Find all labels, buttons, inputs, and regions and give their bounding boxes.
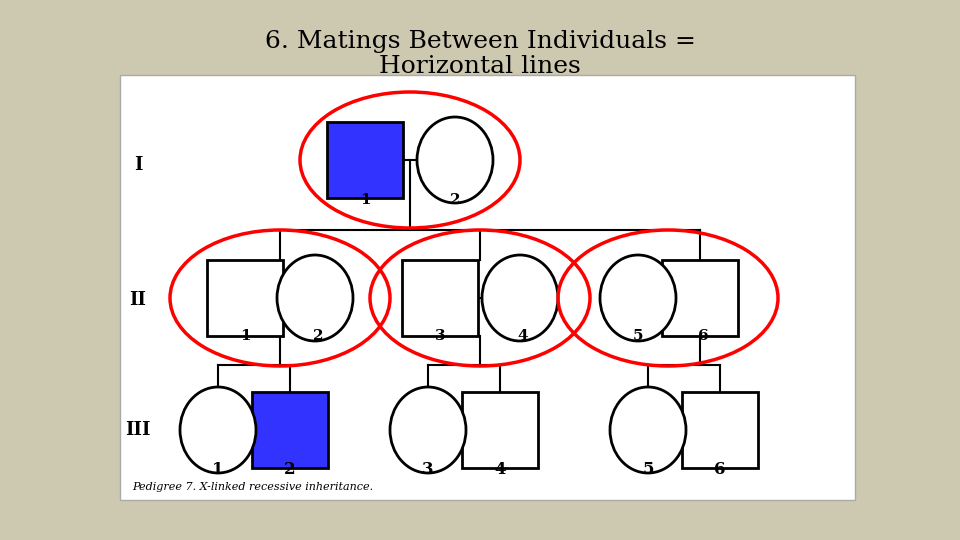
Bar bbox=[662, 260, 738, 336]
Bar bbox=[327, 122, 403, 198]
Text: I: I bbox=[133, 156, 142, 174]
Ellipse shape bbox=[390, 387, 466, 473]
Text: 4: 4 bbox=[517, 329, 528, 343]
Text: 2: 2 bbox=[284, 462, 296, 478]
Text: 5: 5 bbox=[633, 329, 643, 343]
Text: 5: 5 bbox=[642, 462, 654, 478]
Bar bbox=[252, 392, 328, 468]
Text: 3: 3 bbox=[422, 462, 434, 478]
Text: III: III bbox=[125, 421, 151, 439]
Ellipse shape bbox=[277, 255, 353, 341]
Bar bbox=[207, 260, 283, 336]
Text: 1: 1 bbox=[240, 329, 251, 343]
Text: Pedigree 7. X-linked recessive inheritance.: Pedigree 7. X-linked recessive inheritan… bbox=[132, 482, 373, 492]
Text: 2: 2 bbox=[449, 193, 460, 207]
Text: 6: 6 bbox=[714, 462, 726, 478]
Bar bbox=[682, 392, 758, 468]
Ellipse shape bbox=[180, 387, 256, 473]
Bar bbox=[462, 392, 538, 468]
Bar bbox=[402, 260, 478, 336]
Text: II: II bbox=[130, 291, 147, 309]
Bar bbox=[120, 75, 855, 500]
Ellipse shape bbox=[417, 117, 493, 203]
Text: 2: 2 bbox=[313, 329, 324, 343]
Ellipse shape bbox=[610, 387, 686, 473]
Text: 4: 4 bbox=[494, 462, 506, 478]
Ellipse shape bbox=[482, 255, 558, 341]
Text: 6: 6 bbox=[698, 329, 708, 343]
Text: 6. Matings Between Individuals =: 6. Matings Between Individuals = bbox=[265, 30, 695, 53]
Ellipse shape bbox=[600, 255, 676, 341]
Text: 1: 1 bbox=[212, 462, 224, 478]
Text: 3: 3 bbox=[435, 329, 445, 343]
Text: 1: 1 bbox=[360, 193, 371, 207]
Text: Horizontal lines: Horizontal lines bbox=[379, 55, 581, 78]
